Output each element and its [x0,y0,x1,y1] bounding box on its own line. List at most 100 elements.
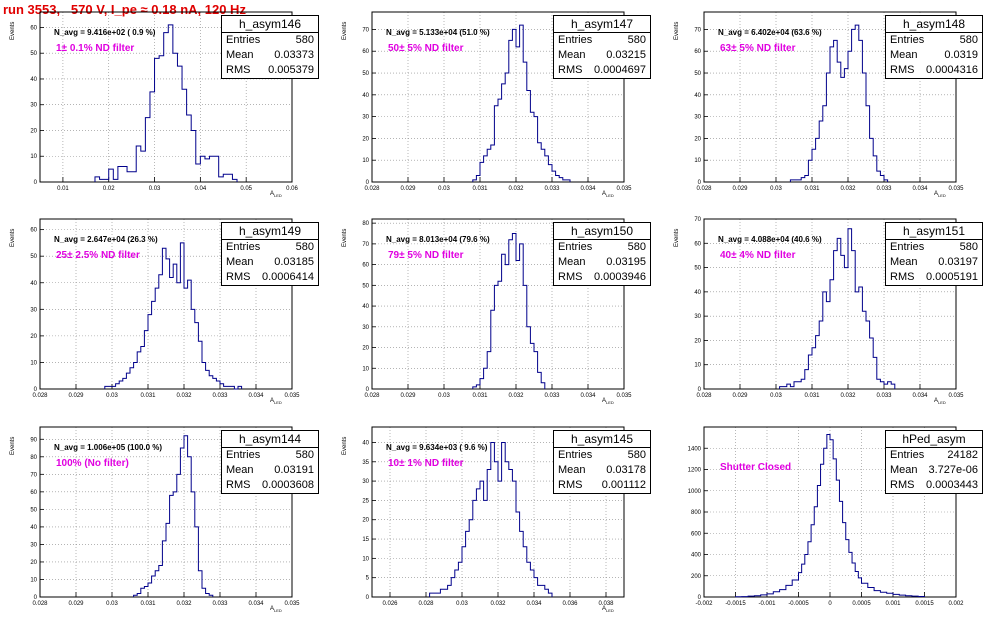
x-axis-label-main: A [602,398,607,404]
histogram-bin [150,92,155,182]
x-tick-label: 0 [828,601,832,607]
histogram-bin [918,596,924,597]
stats-row-mean: Mean 0.03215 [554,48,650,63]
histogram-bin [812,149,816,182]
y-tick-label: 0 [34,595,38,601]
stats-label: Mean [558,256,586,268]
histogram-bin [509,470,513,598]
histogram-bin [480,162,484,182]
stats-box: h_asym147 Entries 580 Mean 0.03215 RMS 0.00046… [553,15,651,79]
stats-row-rms: RMS 0.0004697 [554,63,650,78]
histogram-bin [530,570,534,597]
histogram-bin [512,29,516,182]
x-tick-label: 0.028 [696,393,712,399]
x-tick-label: 0.034 [248,601,264,607]
y-tick-label: 0 [698,180,702,186]
y-tick-label: 60 [362,263,369,269]
stats-row-mean: Mean 0.03185 [222,255,318,270]
y-tick-label: 70 [30,472,37,478]
plot-frame [371,11,625,183]
histogram-bin [484,500,488,597]
histogram-bin [205,159,210,182]
histogram-bin [505,265,509,389]
stats-value: 0.03191 [274,464,314,476]
histogram-bin [476,385,480,389]
stats-row-entries: Entries 24182 [886,448,982,463]
run-title: run 3553, 570 V, I_pe ≈ 0.18 nA, 120 Hz [3,2,246,17]
x-tick-label: 0.028 [418,601,434,607]
histogram-bin [491,310,495,389]
histogram-bin [798,382,802,389]
histogram-bin [855,572,858,598]
histogram-bin [836,480,839,597]
x-axis-label-main: A [602,191,607,197]
histogram-bin [173,264,177,389]
y-tick-label: 50 [30,51,37,57]
x-tick-label: 0.033 [876,393,892,399]
y-tick-label: 0 [698,595,702,601]
stats-box: h_asym144 Entries 580 Mean 0.03191 RMS 0.00036… [221,430,319,494]
x-tick-label: 0.032 [840,393,856,399]
histogram-bin [484,156,488,182]
histogram-bin [786,585,792,597]
x-tick-label: 0.028 [696,186,712,192]
histogram-bin [180,448,184,597]
histogram-bin [451,578,455,597]
histogram-bin [538,372,542,389]
stats-row-mean: Mean 0.03191 [222,463,318,478]
histogram-bin [545,589,549,597]
histogram-bin [812,348,816,389]
histogram-plot: 0.028 0.029 0.03 0.031 0.032 0.033 0.034 0.035 0… [694,11,964,192]
x-tick-label: 0.034 [580,393,596,399]
histogram-pad-h_asym151: 0.028 0.029 0.03 0.031 0.032 0.033 0.034 0.035 0… [664,207,996,414]
x-tick-label: 0.03 [106,601,118,607]
x-tick-label: 0.032 [176,601,192,607]
x-axis-label-sub: LED [938,193,946,199]
y-axis-label: Events [10,228,16,247]
y-tick-label: 70 [362,242,369,248]
histogram-bin [502,254,506,389]
histogram-bin [206,370,210,389]
histogram-bin [164,33,169,182]
histogram-bin [145,118,150,182]
histogram-bin [170,495,174,597]
histogram-outline [104,242,243,390]
plot-frame [39,426,293,598]
histogram-bin [209,595,213,597]
histogram-bin [855,25,859,182]
y-tick-label: 0 [34,387,38,393]
histogram-bin [816,336,820,389]
histogram-bin [213,378,217,389]
histogram-bin [814,507,817,597]
histogram-bin [873,156,877,182]
histogram-name: h_asym150 [554,223,650,240]
histogram-bin [870,138,874,182]
histogram-bin [790,387,794,389]
x-tick-label: 0.034 [912,186,928,192]
y-axis-label: Events [674,21,680,40]
y-axis-label: Events [342,21,348,40]
histogram-bin [480,481,484,597]
histogram-bin [541,149,545,182]
histogram-pad-hPed_asym: -0.002 -0.0015 -0.001 -0.0005 0 0.0005 0.001 0.… [664,415,996,622]
histogram-bin [534,352,538,389]
histogram-bin [210,156,215,182]
histogram-bin [559,178,563,182]
histogram-bin [216,381,220,389]
histogram-bin [100,179,109,182]
y-tick-label: 50 [362,283,369,289]
stats-value: 0.0004316 [926,64,978,76]
stats-label: RMS [890,64,915,76]
x-axis-label: ALED [934,191,946,198]
histogram-bin [109,169,114,182]
histogram-bin [530,112,534,182]
histogram-bin [859,40,863,182]
stats-row-entries: Entries 580 [886,33,982,48]
histogram-outline [472,24,571,182]
stats-label: RMS [226,271,251,283]
x-axis-label-sub: LED [274,400,282,406]
histogram-name: h_asym151 [886,223,982,240]
y-tick-label: 20 [30,128,37,134]
x-tick-label: 0.01 [57,186,69,192]
histogram-bin [858,578,861,597]
